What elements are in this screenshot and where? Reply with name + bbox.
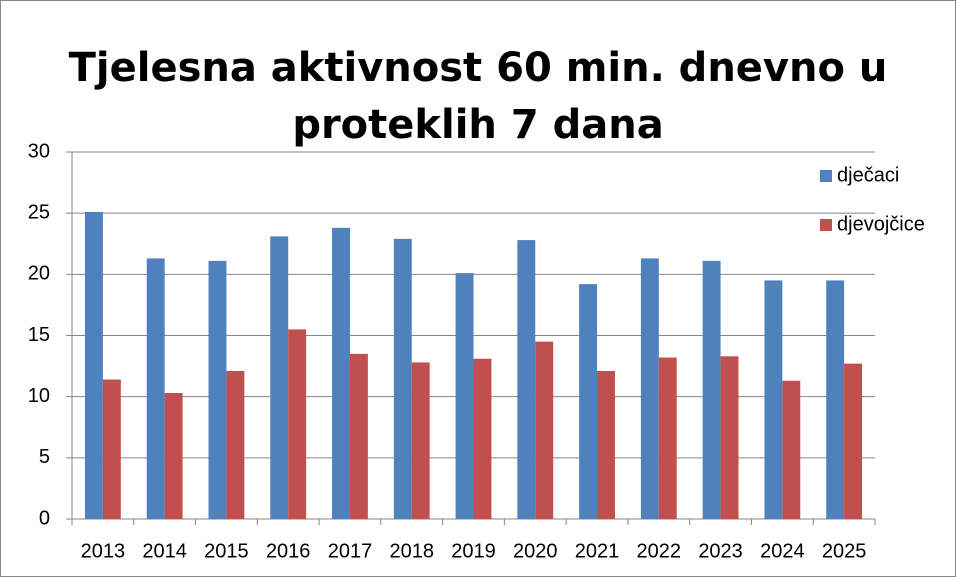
bar (393, 238, 412, 519)
legend-swatch (820, 219, 832, 231)
chart-title: Tjelesna aktivnost 60 min. dnevno u (69, 45, 888, 91)
bar (702, 260, 721, 519)
bar (764, 280, 783, 519)
bar (826, 280, 845, 519)
bar (597, 370, 615, 519)
bar (473, 358, 492, 519)
x-tick-label: 2019 (451, 540, 496, 562)
x-tick-label: 2023 (698, 540, 743, 562)
bar (782, 380, 801, 519)
bar (455, 273, 474, 519)
x-tick-label: 2021 (575, 540, 620, 562)
x-tick-label: 2025 (822, 540, 867, 562)
bar (658, 357, 677, 519)
x-tick-label: 2018 (389, 540, 434, 562)
x-tick-label: 2020 (513, 540, 558, 562)
legend-swatch (820, 170, 832, 182)
bar (84, 211, 103, 519)
x-tick-label: 2017 (328, 540, 373, 562)
bar (332, 227, 350, 519)
bar (146, 258, 165, 519)
y-tick-label: 30 (28, 140, 50, 162)
x-tick-label: 2014 (142, 540, 187, 562)
y-tick-label: 0 (39, 507, 50, 529)
y-tick-label: 25 (28, 201, 50, 223)
y-tick-label: 10 (28, 385, 50, 407)
bar (208, 260, 227, 519)
chart-title: proteklih 7 dana (292, 102, 663, 148)
x-tick-label: 2022 (637, 540, 682, 562)
bar (349, 353, 368, 519)
bar (517, 240, 536, 519)
x-tick-label: 2013 (81, 540, 126, 562)
y-tick-label: 20 (28, 263, 50, 285)
y-tick-label: 5 (39, 446, 50, 468)
y-tick-label: 15 (28, 324, 50, 346)
x-tick-label: 2024 (760, 540, 805, 562)
bar (411, 362, 430, 519)
bar (164, 392, 183, 519)
bar (270, 236, 289, 519)
x-tick-label: 2016 (266, 540, 311, 562)
bar (579, 284, 598, 519)
bar (226, 370, 245, 519)
legend-label: djevojčice (837, 213, 925, 235)
x-tick-label: 2015 (204, 540, 249, 562)
bar (288, 329, 307, 519)
bar (102, 379, 121, 519)
bar (844, 363, 863, 519)
bar (720, 356, 739, 519)
bar (535, 341, 554, 519)
bar (640, 258, 659, 519)
legend-label: dječaci (837, 164, 899, 186)
